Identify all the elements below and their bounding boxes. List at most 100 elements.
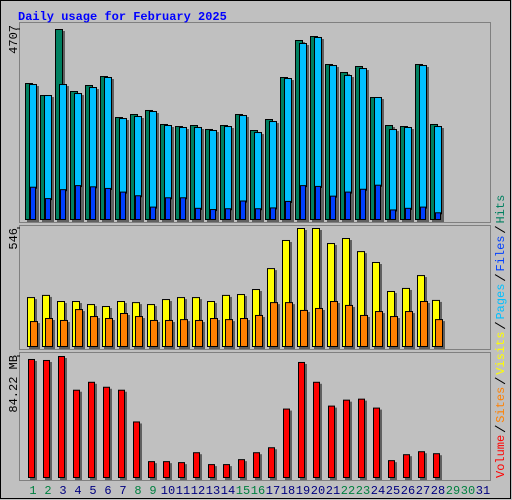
legend-label: Pages xyxy=(494,284,508,320)
bar xyxy=(30,321,38,348)
bar xyxy=(268,447,275,478)
bar xyxy=(404,126,412,220)
x-tick-label: 27 xyxy=(416,484,430,498)
bar xyxy=(373,407,380,479)
bar xyxy=(30,186,36,220)
bar xyxy=(315,307,323,348)
bar xyxy=(210,318,218,347)
x-tick-label: 3 xyxy=(59,484,66,498)
bar xyxy=(148,461,155,479)
bar xyxy=(298,361,305,479)
bar xyxy=(163,461,170,479)
bar xyxy=(435,319,443,348)
bar xyxy=(284,78,292,221)
x-tick-label: 26 xyxy=(401,484,415,498)
bar xyxy=(135,316,143,347)
bar xyxy=(313,381,320,478)
bar xyxy=(433,453,440,479)
bar xyxy=(360,314,368,348)
bar xyxy=(120,313,128,347)
chart-title: Daily usage for February 2025 xyxy=(18,10,227,24)
bar xyxy=(180,197,186,220)
bar xyxy=(405,311,413,347)
bar xyxy=(285,302,293,348)
bar xyxy=(358,398,365,478)
x-tick-label: 6 xyxy=(104,484,111,498)
x-tick-label: 9 xyxy=(149,484,156,498)
x-tick-label: 16 xyxy=(251,484,265,498)
bar xyxy=(389,129,397,220)
bar xyxy=(195,319,203,348)
bar xyxy=(135,195,141,220)
y-tick-label: 4707 xyxy=(7,25,21,54)
bar xyxy=(240,200,246,221)
bar xyxy=(90,316,98,347)
bar xyxy=(300,309,308,348)
bar xyxy=(28,358,35,479)
legend-label: Sites xyxy=(494,387,508,423)
bar xyxy=(180,319,188,348)
bar xyxy=(360,188,366,221)
x-tick-label: 18 xyxy=(281,484,295,498)
bar xyxy=(58,356,65,478)
bar xyxy=(208,464,215,479)
x-tick-label: 7 xyxy=(119,484,126,498)
bar xyxy=(330,195,336,221)
bar xyxy=(375,184,381,221)
y-tick-label: 546 xyxy=(7,228,21,250)
x-tick-label: 24 xyxy=(371,484,385,498)
bar xyxy=(300,185,306,221)
x-tick-label: 13 xyxy=(206,484,220,498)
bar xyxy=(193,452,200,478)
bar xyxy=(150,319,158,348)
x-tick-label: 21 xyxy=(326,484,340,498)
x-tick-label: 14 xyxy=(221,484,235,498)
bar xyxy=(75,309,83,348)
x-tick-label: 31 xyxy=(476,484,490,498)
bar xyxy=(88,381,95,478)
bar xyxy=(178,462,185,478)
bar xyxy=(60,189,66,221)
x-tick-label: 25 xyxy=(386,484,400,498)
bar xyxy=(328,405,335,478)
bar xyxy=(45,198,51,220)
bar xyxy=(283,408,290,478)
x-tick-label: 1 xyxy=(29,484,36,498)
bar xyxy=(435,212,441,221)
bar xyxy=(75,185,81,221)
bar xyxy=(270,207,276,221)
bar xyxy=(420,301,428,347)
bar xyxy=(255,314,263,348)
bar xyxy=(330,301,338,347)
bar xyxy=(195,207,201,221)
bar xyxy=(73,389,80,479)
bar xyxy=(345,304,353,347)
bar xyxy=(285,200,291,221)
bar xyxy=(210,209,216,220)
bar xyxy=(105,318,113,347)
bar xyxy=(150,206,156,220)
x-tick-label: 4 xyxy=(74,484,81,498)
bar xyxy=(120,191,126,220)
bar xyxy=(90,186,96,220)
bar xyxy=(45,318,53,347)
x-tick-label: 29 xyxy=(446,484,460,498)
bar xyxy=(419,65,427,220)
bar xyxy=(225,208,231,221)
legend-separator xyxy=(494,377,506,385)
bar xyxy=(165,319,173,348)
bar xyxy=(209,129,217,221)
bar xyxy=(238,459,245,478)
bar xyxy=(43,359,50,478)
bar xyxy=(118,389,125,479)
bar xyxy=(269,121,277,220)
legend: Volume Sites Visits Pages Files Hits xyxy=(494,195,508,478)
x-tick-label: 11 xyxy=(176,484,190,498)
x-tick-label: 15 xyxy=(236,484,250,498)
bar xyxy=(343,399,350,479)
bar xyxy=(133,421,140,478)
bar xyxy=(405,207,411,221)
bar xyxy=(403,454,410,478)
y-tick-label: 84.22 MB xyxy=(7,355,21,413)
